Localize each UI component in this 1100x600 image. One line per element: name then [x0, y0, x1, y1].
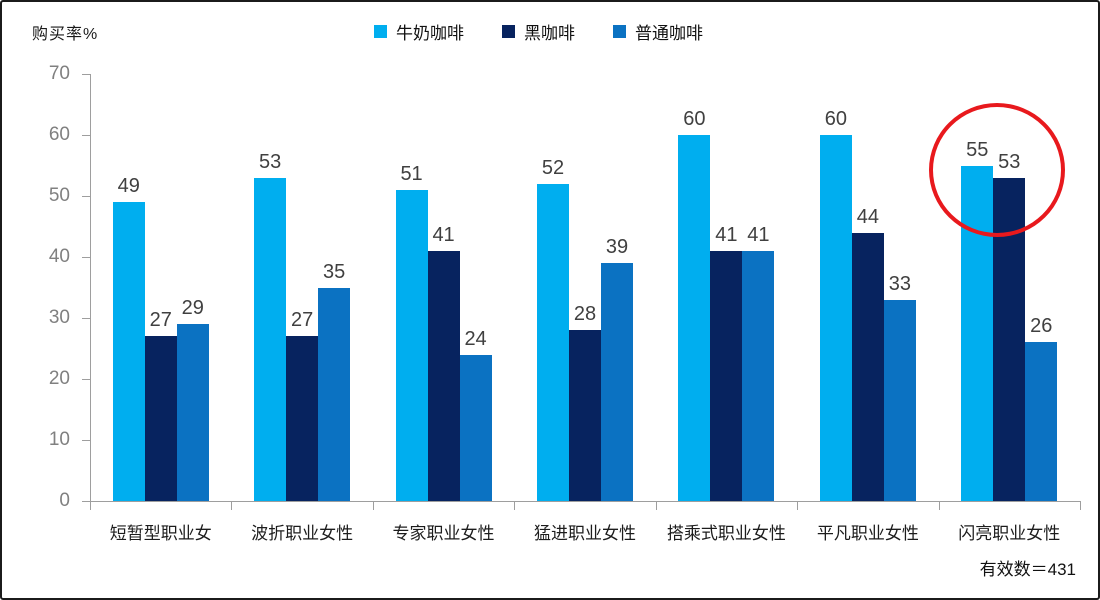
- bar: [883, 299, 916, 501]
- bar: [427, 250, 460, 501]
- y-tick: [82, 74, 90, 75]
- bar-value-label: 53: [259, 150, 282, 173]
- bar-value-label: 28: [573, 303, 597, 326]
- x-tick: [655, 501, 657, 510]
- bar-value-label: 41: [715, 223, 738, 246]
- bar: [569, 330, 601, 501]
- category-label: 搭乘式职业女性: [666, 524, 786, 543]
- bar: [176, 324, 209, 501]
- legend-label: 牛奶咖啡: [396, 24, 464, 43]
- legend-swatch-icon: [374, 25, 387, 38]
- x-tick: [938, 501, 940, 510]
- bar: [1025, 342, 1058, 501]
- bar-value-label: 41: [432, 223, 455, 246]
- y-tick: [82, 257, 90, 258]
- bar-value-label: 39: [605, 236, 629, 259]
- y-tick: [82, 135, 90, 136]
- x-tick: [1080, 501, 1081, 510]
- y-tick-label: 0: [59, 490, 70, 511]
- y-tick-label: 10: [48, 429, 70, 450]
- x-tick: [90, 501, 91, 510]
- category-label: 短暂型职业女: [109, 524, 212, 543]
- legend-swatch-icon: [613, 25, 626, 38]
- legend-label: 黑咖啡: [524, 24, 575, 43]
- bar: [537, 183, 569, 501]
- bar: [819, 135, 852, 501]
- bar: [678, 135, 711, 501]
- category-label: 专家职业女性: [392, 524, 495, 543]
- x-tick: [231, 501, 233, 510]
- y-tick-label: 50: [48, 185, 70, 206]
- category-label: 平凡职业女性: [816, 524, 919, 543]
- y-axis-line: [90, 74, 91, 502]
- y-tick-label: 40: [48, 246, 70, 267]
- bar: [286, 336, 319, 501]
- legend-swatch-icon: [502, 25, 515, 38]
- y-tick-label: 70: [48, 63, 70, 84]
- bar-value-label: 51: [400, 162, 423, 185]
- bar: [318, 287, 351, 501]
- bar-value-label: 35: [323, 260, 346, 283]
- bar: [851, 232, 884, 501]
- bar-value-label: 60: [824, 108, 847, 130]
- bar-value-label: 44: [856, 205, 879, 228]
- x-tick: [514, 501, 516, 510]
- y-tick-label: 20: [48, 368, 70, 389]
- bar: [459, 354, 492, 501]
- bar: [395, 189, 428, 501]
- category-label: 闪亮职业女性: [958, 524, 1061, 543]
- y-tick: [82, 379, 90, 380]
- legend-item: 普通咖啡: [613, 19, 703, 44]
- category-label: 波折职业女性: [251, 524, 354, 543]
- y-tick: [82, 440, 90, 441]
- bar: [112, 202, 145, 501]
- y-tick: [82, 318, 90, 319]
- bar-value-label: 60: [683, 108, 706, 130]
- bar-value-label: 26: [1030, 315, 1053, 338]
- bar: [710, 250, 743, 501]
- legend-label: 普通咖啡: [635, 24, 703, 43]
- bar-value-label: 41: [747, 223, 770, 246]
- y-tick-label: 60: [48, 124, 70, 145]
- x-axis-line: [90, 501, 1080, 502]
- y-tick-label: 30: [48, 307, 70, 328]
- legend-item: 黑咖啡: [502, 19, 575, 44]
- bar: [601, 263, 633, 501]
- bar: [144, 336, 177, 501]
- bar-value-label: 24: [464, 327, 487, 350]
- x-tick: [797, 501, 799, 510]
- bar-value-label: 27: [291, 309, 314, 332]
- sample-size-note: 有效数＝431: [979, 560, 1076, 579]
- y-tick: [82, 196, 90, 197]
- bar-value-label: 33: [888, 272, 911, 295]
- y-tick: [82, 501, 90, 502]
- legend-item: 牛奶咖啡: [374, 19, 464, 44]
- bar: [254, 177, 287, 501]
- bar-value-label: 52: [541, 156, 565, 179]
- y-axis-title: 购买率%: [32, 26, 99, 43]
- bar: [742, 250, 775, 501]
- category-label: 猛进职业女性: [533, 524, 636, 543]
- bar-value-label: 29: [181, 297, 204, 320]
- legend: 牛奶咖啡 黑咖啡 普通咖啡: [374, 19, 703, 44]
- bar-value-label: 49: [117, 175, 140, 198]
- bar-value-label: 27: [149, 309, 172, 332]
- x-tick: [372, 501, 374, 510]
- highlight-circle-annotation: [929, 102, 1066, 237]
